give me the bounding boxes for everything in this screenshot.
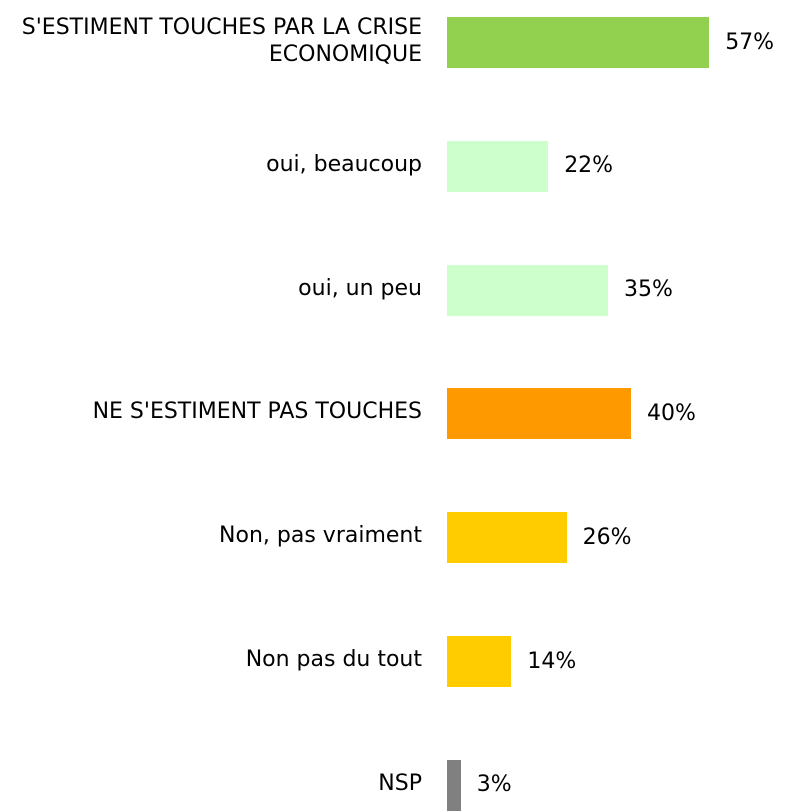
bar: [447, 140, 549, 192]
value-label: 26%: [582, 524, 632, 550]
value-label: 3%: [476, 772, 512, 798]
category-label: oui, beaucoup: [266, 151, 422, 177]
category-label: NSP: [378, 770, 422, 796]
value-label: 35%: [624, 277, 673, 303]
value-label: 14%: [527, 648, 577, 674]
category-label: S'ESTIMENT TOUCHES PAR LA CRISE ECONOMIQ…: [21, 14, 422, 67]
bar: [447, 512, 567, 564]
bar: [447, 388, 631, 440]
value-label: 57%: [725, 29, 775, 55]
category-label: oui, un peu: [298, 275, 422, 301]
value-label: 40%: [647, 400, 696, 426]
category-label: Non, pas vraiment: [219, 523, 422, 549]
category-label: Non pas du tout: [245, 647, 422, 672]
bar: [447, 636, 512, 687]
category-label: NE S'ESTIMENT PAS TOUCHES: [92, 399, 422, 425]
value-label: 22%: [564, 153, 614, 179]
bar: [447, 759, 461, 811]
bar: [447, 264, 608, 316]
bar: [447, 17, 710, 68]
